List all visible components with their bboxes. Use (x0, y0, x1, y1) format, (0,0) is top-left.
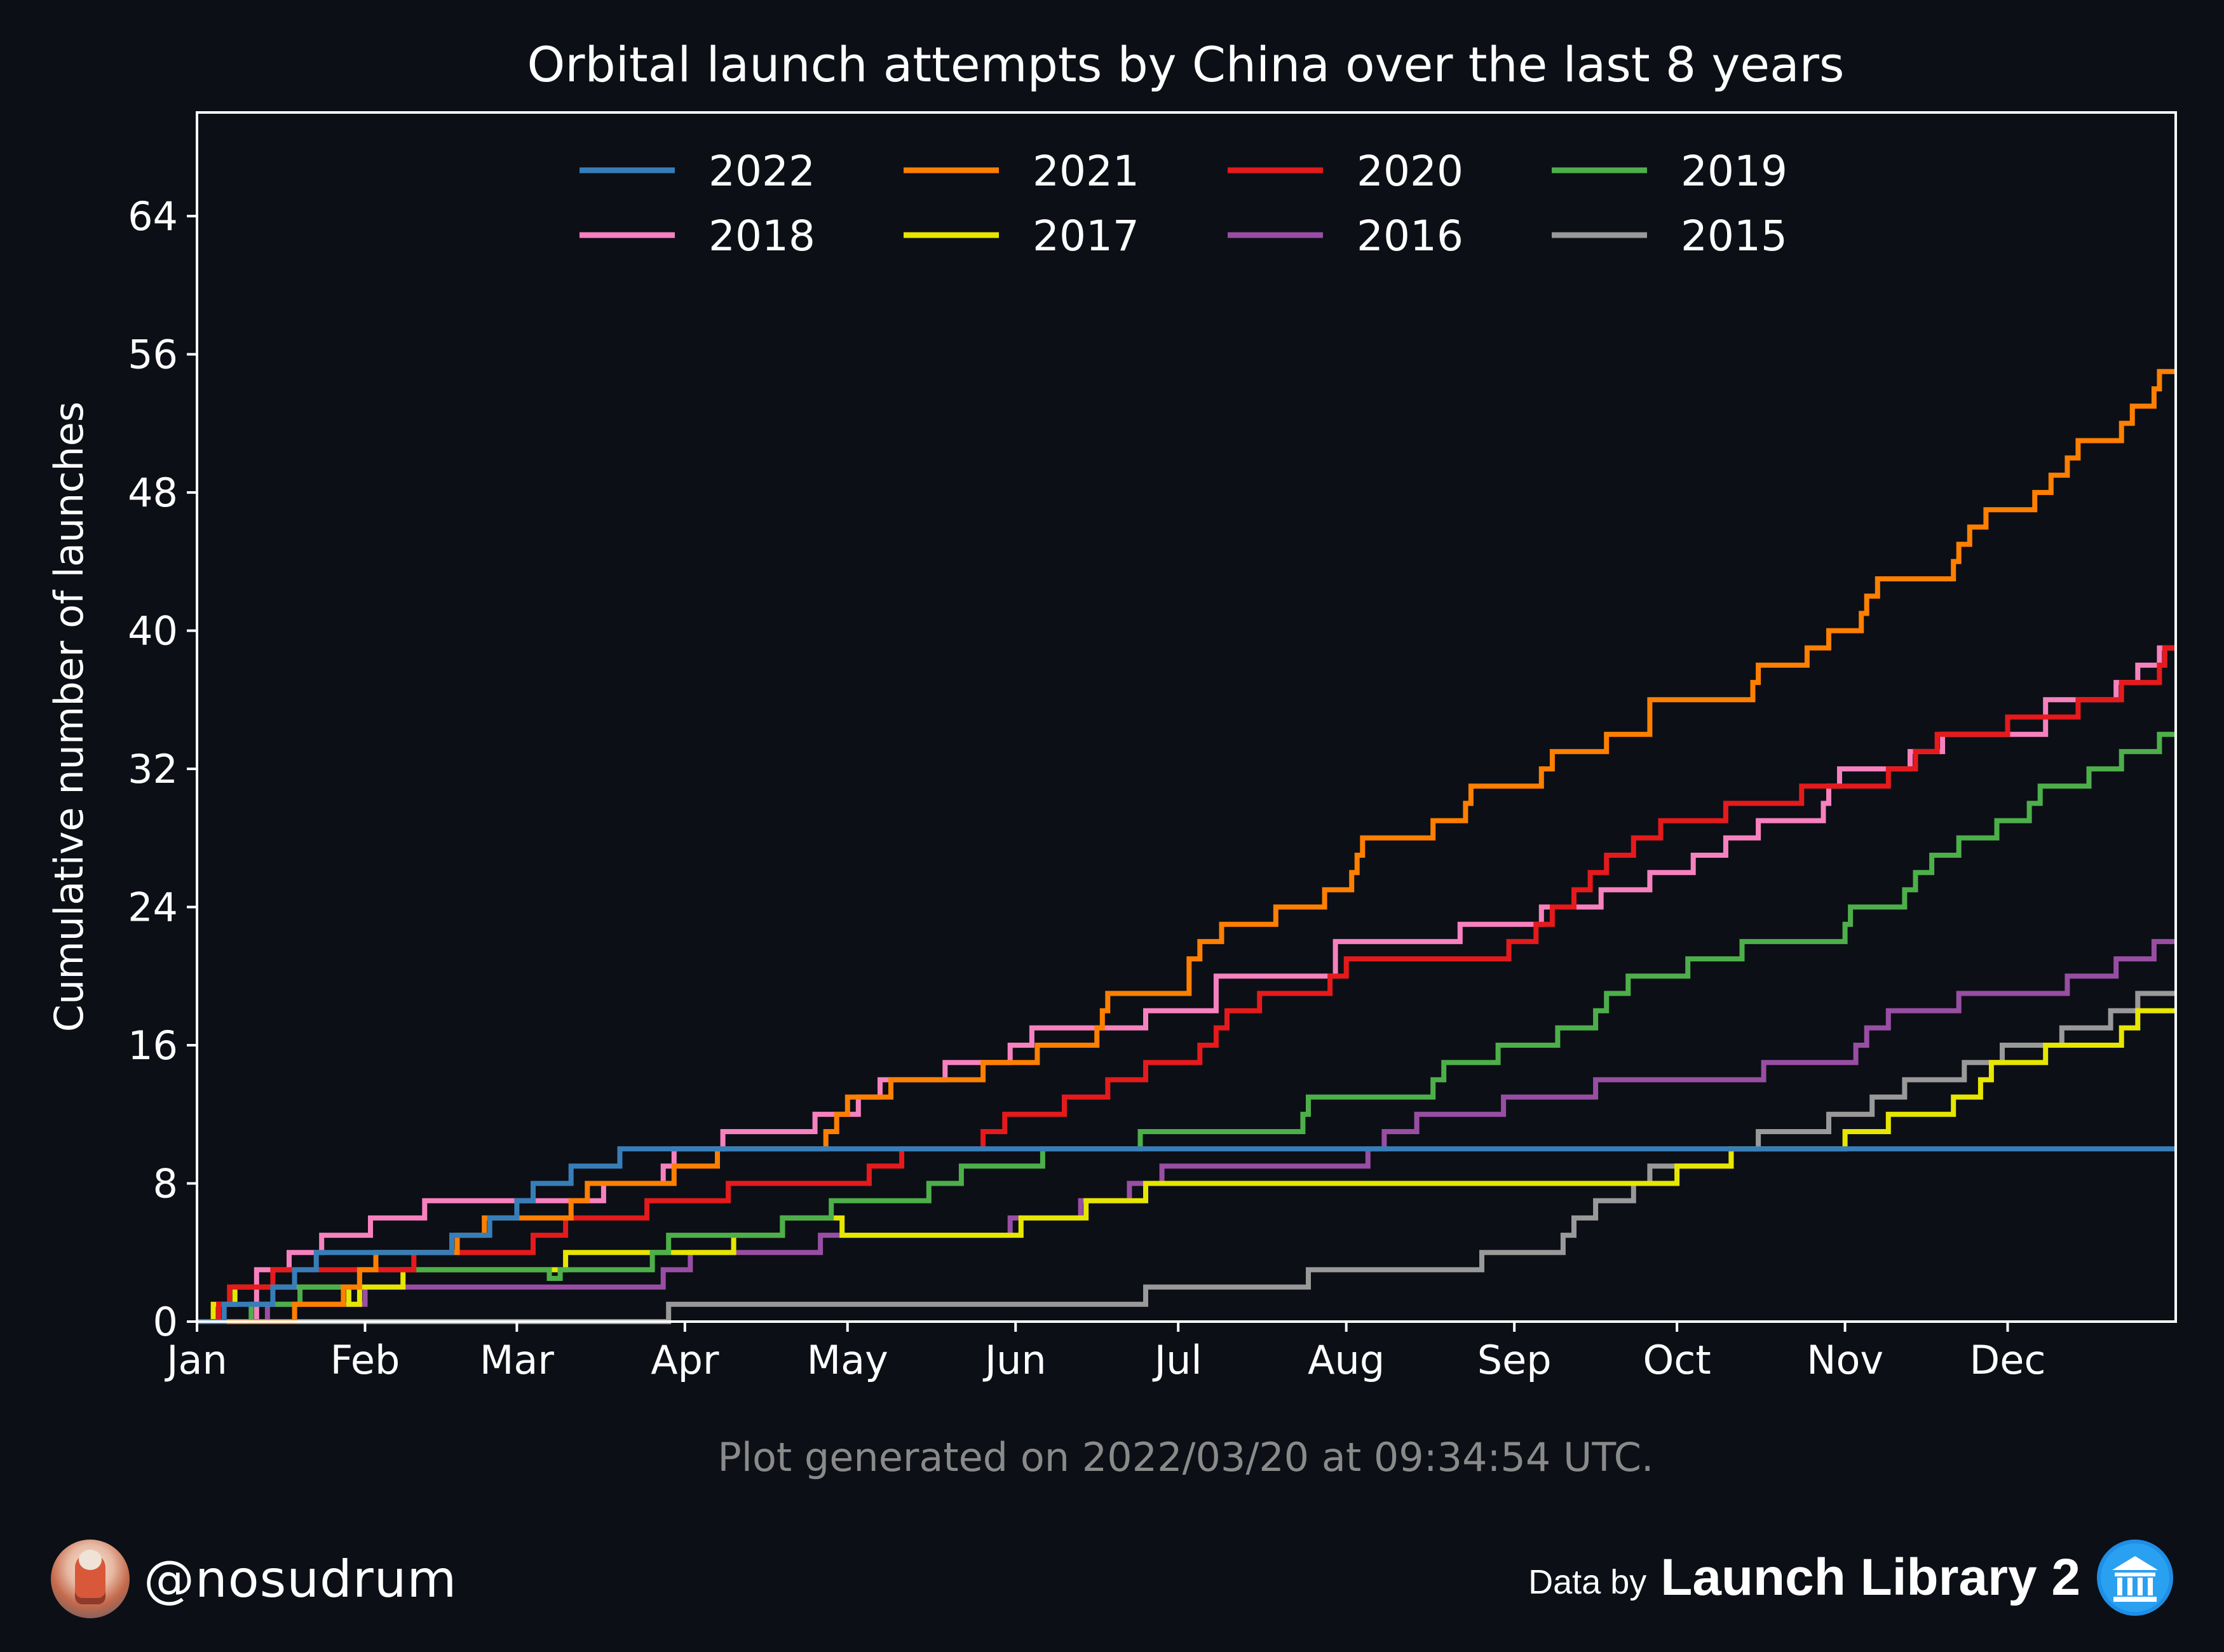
x-tick-label-oct: Oct (1643, 1337, 1711, 1383)
x-tick-label-sep: Sep (1477, 1337, 1552, 1383)
library-building-icon (2097, 1540, 2173, 1616)
x-tick-label-jul: Jul (1152, 1337, 1202, 1383)
series-line-2018 (197, 645, 2176, 1324)
legend-label-2020: 2020 (1357, 147, 1463, 196)
y-tick-label-64: 64 (128, 193, 178, 240)
series-line-2021 (197, 369, 2176, 1324)
y-tick-label-8: 8 (153, 1161, 178, 1207)
legend-entry-2021: 2021 (904, 147, 1139, 196)
y-axis-label: Cumulative number of launches (46, 402, 92, 1032)
y-tick-label-16: 16 (128, 1022, 178, 1069)
chart-title: Orbital launch attempts by China over th… (527, 36, 1844, 93)
x-tick-label-jun: Jun (982, 1337, 1047, 1383)
legend-label-2017: 2017 (1033, 212, 1139, 261)
astronaut-avatar (51, 1540, 130, 1618)
legend-label-2022: 2022 (709, 147, 815, 196)
y-tick-label-0: 0 (153, 1299, 178, 1345)
x-axis: Jan Feb Mar Apr May Jun Jul Aug Sep Oct Nov Dec (164, 1322, 2046, 1383)
x-tick-label-mar: Mar (480, 1337, 554, 1383)
x-tick-label-nov: Nov (1807, 1337, 1883, 1383)
legend-entry-2020: 2020 (1228, 147, 1463, 196)
y-tick-label-48: 48 (128, 470, 178, 516)
series-line-2020 (197, 645, 2176, 1324)
author-block: @nosudrum (51, 1540, 458, 1618)
legend-entry-2018: 2018 (580, 212, 815, 261)
series-line-2022 (197, 1146, 2176, 1324)
legend-entry-2019: 2019 (1552, 147, 1787, 196)
legend-entry-2016: 2016 (1228, 212, 1463, 261)
plot-lines (197, 369, 2176, 1324)
author-handle: @nosudrum (144, 1549, 458, 1609)
x-tick-label-feb: Feb (330, 1337, 400, 1383)
x-tick-label-jan: Jan (164, 1337, 227, 1383)
generated-note: Plot generated on 2022/03/20 at 09:34:54… (717, 1434, 1653, 1480)
series-line-2019 (197, 731, 2176, 1324)
legend-entry-2017: 2017 (904, 212, 1139, 261)
series-line-2017 (197, 1008, 2176, 1324)
legend-label-2015: 2015 (1681, 212, 1787, 261)
y-tick-label-24: 24 (128, 884, 178, 931)
data-by-label: Data by (1528, 1563, 1647, 1601)
x-tick-label-aug: Aug (1308, 1337, 1385, 1383)
series-line-2016 (197, 938, 2176, 1324)
x-tick-label-dec: Dec (1970, 1337, 2046, 1383)
legend-label-2018: 2018 (709, 212, 815, 261)
legend-label-2019: 2019 (1681, 147, 1787, 196)
legend-entry-2015: 2015 (1552, 212, 1787, 261)
plot-frame (196, 111, 2177, 1323)
legend-entry-2022: 2022 (580, 147, 815, 196)
legend: 2022 2021 2020 2019 2018 2017 2016 2015 (580, 147, 1787, 261)
x-tick-label-apr: Apr (651, 1337, 719, 1383)
legend-label-2021: 2021 (1033, 147, 1139, 196)
data-source-name: Launch Library 2 (1660, 1548, 2080, 1606)
y-axis: 0 8 16 24 32 40 48 56 64 (128, 193, 197, 1345)
y-tick-label-40: 40 (128, 608, 178, 654)
y-tick-label-56: 56 (128, 332, 178, 378)
x-tick-label-may: May (807, 1337, 888, 1383)
y-tick-label-32: 32 (128, 746, 178, 792)
data-source-block: Data by Launch Library 2 (1528, 1536, 2174, 1619)
series-line-2015 (197, 991, 2176, 1324)
legend-label-2016: 2016 (1357, 212, 1463, 261)
